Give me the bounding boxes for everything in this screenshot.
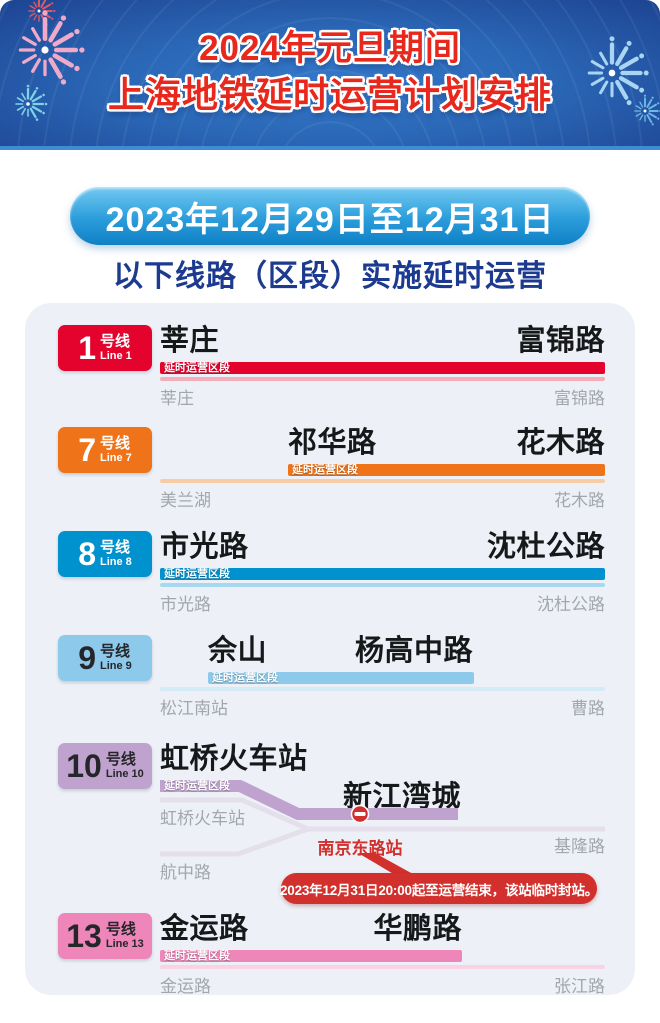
segment-start-station: 市光路 [160, 531, 249, 563]
branch-terminus-2: 航中路 [160, 863, 211, 882]
line-1-badge: 1 号线 Line 1 [58, 325, 152, 371]
terminus-right: 曹路 [571, 699, 605, 718]
poster-title-line2: 上海地铁延时运营计划安排 [107, 74, 552, 115]
extended-segment-bar: 延时运营区段 [160, 362, 605, 374]
date-range-pill: 2023年12月29日至12月31日 [70, 187, 590, 245]
terminus-left: 松江南站 [160, 699, 228, 718]
full-line-bar [160, 687, 605, 691]
no-entry-bar [354, 812, 366, 816]
full-line-bar [160, 377, 605, 381]
line-name-en: Line 9 [100, 660, 132, 672]
segment-end-station: 华鹏路 [373, 913, 462, 945]
extended-segment-path [160, 780, 458, 820]
segment-tag: 延时运营区段 [292, 464, 358, 476]
full-line-bar [160, 583, 605, 587]
line-10-row: 10 号线 Line 10 虹桥火车站 新江湾城 延时运营区段 虹桥火车站 航中路… [25, 737, 635, 909]
line-9-badge: 9 号线 Line 9 [58, 635, 152, 681]
line-suffix: 号线 [105, 921, 136, 938]
full-line-branch-2 [160, 826, 309, 857]
segment-tag: 延时运营区段 [212, 672, 278, 684]
segment-tag: 延时运营区段 [164, 950, 230, 962]
line-number: 9 [78, 640, 96, 676]
line-name-en: Line 7 [100, 452, 132, 464]
full-line-branch-main [160, 797, 605, 832]
extended-segment-bar: 延时运营区段 [160, 950, 462, 962]
terminus-left: 莘庄 [160, 389, 194, 408]
line-7-badge: 7 号线 Line 7 [58, 427, 152, 473]
full-line-bar [160, 965, 605, 969]
terminus-left: 金运路 [160, 977, 211, 996]
line-10-badge: 10 号线 Line 10 [58, 743, 152, 789]
line-number: 8 [78, 536, 96, 572]
line-13-badge: 13 号线 Line 13 [58, 913, 152, 959]
line-9-row: 9 号线 Line 9 佘山 杨高中路 延时运营区段 松江南站 曹路 [25, 633, 635, 718]
full-line-bar [160, 479, 605, 483]
line-suffix: 号线 [100, 643, 131, 660]
poster-title-line1: 2024年元旦期间 [199, 29, 461, 68]
line-7-diagram: 祁华路 花木路 延时运营区段 美兰湖 花木路 [160, 425, 605, 510]
closed-station-label: 南京东路站 [317, 839, 403, 858]
segment-end-station: 杨高中路 [354, 635, 473, 667]
segment-start-station: 莘庄 [160, 325, 220, 357]
line-number: 13 [66, 918, 102, 954]
line-10-branch-diagram [160, 780, 605, 879]
segment-tag: 延时运营区段 [164, 568, 230, 580]
line-name-en: Line 1 [100, 350, 132, 362]
extended-segment-bar: 延时运营区段 [288, 464, 605, 476]
terminus-left: 市光路 [160, 595, 211, 614]
header-banner: 2024年元旦期间 上海地铁延时运营计划安排 [0, 0, 660, 150]
terminus-right: 富锦路 [554, 389, 605, 408]
branch-terminus-main: 虹桥火车站 [160, 809, 245, 828]
segment-start-station: 祁华路 [288, 427, 377, 459]
line-suffix: 号线 [100, 435, 131, 452]
extended-segment-bar: 延时运营区段 [160, 568, 605, 580]
callout-pointer [358, 853, 422, 879]
terminus-left: 美兰湖 [160, 491, 211, 510]
line-8-row: 8 号线 Line 8 市光路 沈杜公路 延时运营区段 市光路 沈杜公路 [25, 529, 635, 614]
line-9-diagram: 佘山 杨高中路 延时运营区段 松江南站 曹路 [160, 633, 605, 718]
segment-start-station: 虹桥火车站 [160, 743, 308, 775]
line-13-row: 13 号线 Line 13 金运路 华鹏路 延时运营区段 金运路 张江路 [25, 911, 635, 996]
line-number: 1 [78, 330, 96, 366]
terminus-right: 张江路 [554, 977, 605, 996]
segment-end-station: 富锦路 [516, 325, 605, 357]
line-number: 10 [66, 748, 102, 784]
line-1-diagram: 莘庄 富锦路 延时运营区段 莘庄 富锦路 [160, 323, 605, 408]
subtitle: 以下线路（区段）实施延时运营 [113, 260, 547, 293]
closure-note-bubble: 2023年12月31日20:00起至运营结束，该站临时封站。 [280, 873, 598, 904]
line-name-en: Line 13 [105, 938, 144, 950]
segment-end-station: 沈杜公路 [486, 531, 605, 563]
terminus-right: 基隆路 [554, 837, 605, 856]
line-8-diagram: 市光路 沈杜公路 延时运营区段 市光路 沈杜公路 [160, 529, 605, 614]
line-7-row: 7 号线 Line 7 祁华路 花木路 延时运营区段 美兰湖 花木路 [25, 425, 635, 510]
terminus-right: 沈杜公路 [537, 595, 605, 614]
line-10-diagram: 虹桥火车站 新江湾城 延时运营区段 虹桥火车站 航中路 基隆路 南京东路站 20… [160, 737, 605, 909]
line-name-en: Line 10 [105, 768, 144, 780]
line-name-en: Line 8 [100, 556, 132, 568]
line-1-row: 1 号线 Line 1 莘庄 富锦路 延时运营区段 莘庄 富锦路 [25, 323, 635, 408]
segment-start-station: 金运路 [160, 913, 249, 945]
segment-end-station: 花木路 [516, 427, 605, 459]
line-13-diagram: 金运路 华鹏路 延时运营区段 金运路 张江路 [160, 911, 605, 996]
terminus-right: 花木路 [554, 491, 605, 510]
lines-card: 1 号线 Line 1 莘庄 富锦路 延时运营区段 莘庄 富锦路 7 号线 Line… [25, 303, 635, 996]
extended-segment-bar: 延时运营区段 [208, 672, 474, 684]
segment-tag: 延时运营区段 [164, 362, 230, 374]
line-suffix: 号线 [100, 539, 131, 556]
line-suffix: 号线 [100, 333, 131, 350]
line-8-badge: 8 号线 Line 8 [58, 531, 152, 577]
segment-start-station: 佘山 [208, 635, 268, 667]
segment-tag: 延时运营区段 [164, 780, 230, 792]
line-suffix: 号线 [105, 751, 136, 768]
line-number: 7 [78, 432, 96, 468]
